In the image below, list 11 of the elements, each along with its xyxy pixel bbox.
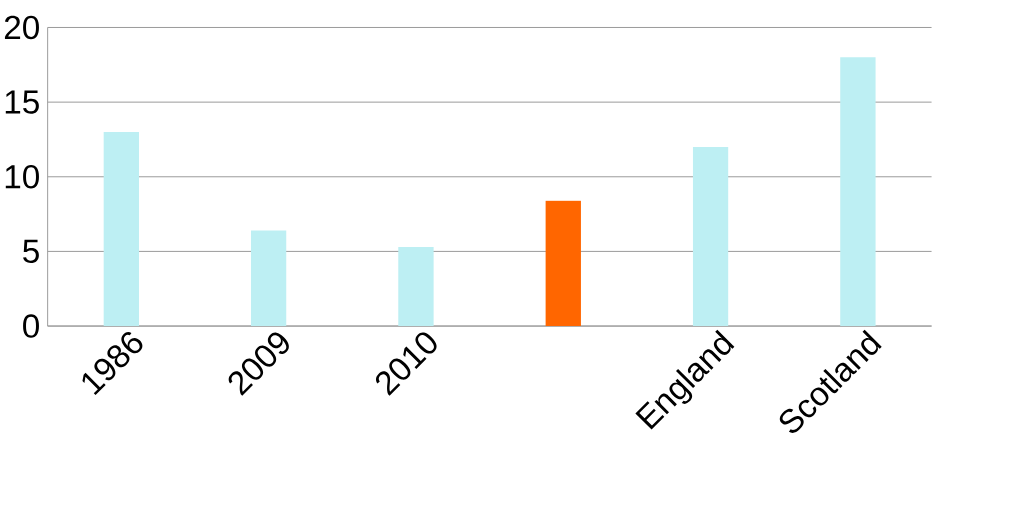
bar (103, 132, 139, 327)
bar (692, 147, 729, 327)
bar (840, 57, 876, 327)
bar (250, 230, 287, 327)
bar (545, 200, 581, 327)
y-tick-label: 15 (5, 90, 39, 114)
y-tick-label: 10 (5, 165, 39, 189)
y-tick-label: 5 (23, 239, 39, 264)
bar (398, 247, 434, 327)
y-tick-label: 20 (4, 15, 39, 40)
y-tick-label: 0 (23, 314, 39, 338)
